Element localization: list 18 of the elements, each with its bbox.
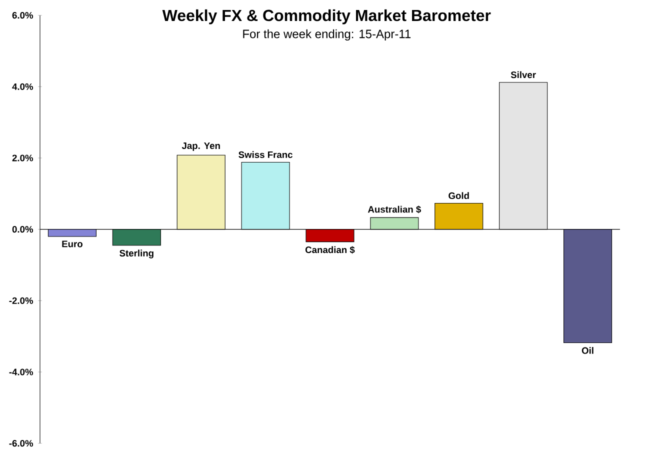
x-tick-label: Australian $	[368, 206, 422, 214]
y-tick-label: 2.0%	[12, 154, 34, 162]
x-tick-label: Gold	[448, 192, 469, 200]
y-tick-label: 0.0%	[12, 226, 34, 233]
x-tick-label: Oil	[582, 347, 594, 354]
chart-title: Weekly FX & Commodity Market Barometer	[162, 9, 491, 24]
y-tick-label: -6.0%	[9, 440, 34, 447]
y-tick-label: -2.0%	[9, 297, 34, 304]
y-tick-label: 6.0%	[12, 12, 34, 19]
x-tick-label: Euro	[62, 240, 82, 248]
x-tick-label: Jap. Yen	[182, 142, 220, 151]
text: For the week ending: 15-Apr-11	[243, 29, 411, 41]
y-tick-label: 4.0%	[12, 83, 34, 90]
y-tick-label: -4.0%	[9, 368, 34, 376]
x-tick-label: Silver	[510, 71, 536, 78]
x-tick-label: Sterling	[120, 250, 154, 258]
x-tick-label: Swiss Franc	[238, 151, 292, 158]
x-tick-label: Canadian $	[305, 246, 355, 254]
